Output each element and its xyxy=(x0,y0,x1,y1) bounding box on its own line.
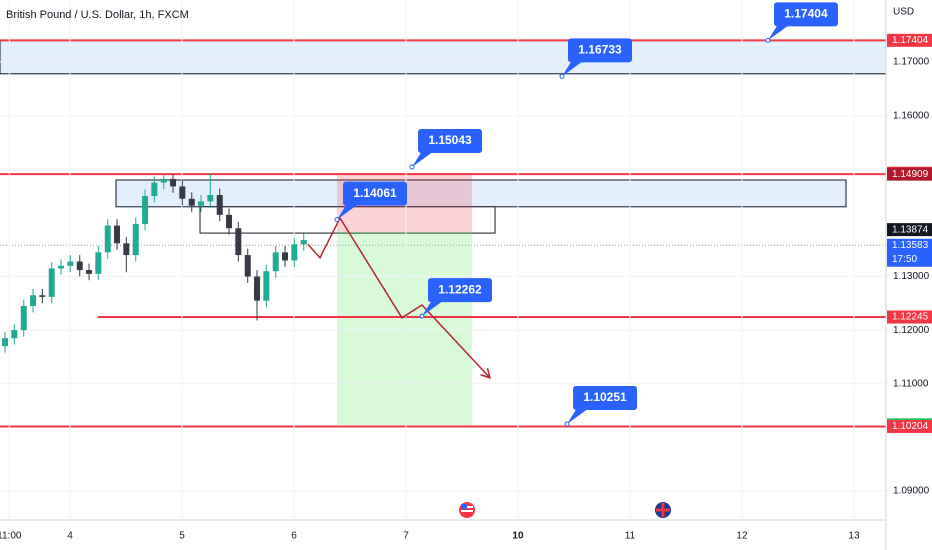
price-tag-label: 1.13583 xyxy=(892,240,929,251)
x-tick-label: 6 xyxy=(291,531,297,542)
y-tick-label: 1.11000 xyxy=(893,378,929,389)
callout-box xyxy=(342,181,407,206)
candle-body xyxy=(20,306,27,331)
callout-box xyxy=(418,128,483,153)
candle-body xyxy=(86,270,93,274)
candle-body xyxy=(104,225,111,253)
x-tick-label: 5 xyxy=(179,531,185,542)
price-tag xyxy=(887,223,932,237)
candle-body xyxy=(235,228,242,256)
price-tag xyxy=(887,310,932,324)
candle-body xyxy=(207,195,214,202)
x-tick-label: 12 xyxy=(736,531,748,542)
x-tick-label: 13 xyxy=(848,531,860,542)
zone xyxy=(115,179,847,208)
candle-body xyxy=(160,178,167,183)
countdown: 17:50 xyxy=(892,254,917,265)
candle-body xyxy=(254,276,261,301)
price-tag xyxy=(887,419,932,433)
callout-label: 1.15043 xyxy=(428,133,472,147)
callout-pointer xyxy=(412,150,435,167)
candle-body xyxy=(2,338,9,347)
x-tick-label: 10 xyxy=(512,531,524,542)
y-tick-label: 1.12000 xyxy=(893,325,930,336)
candle-body xyxy=(48,268,55,297)
y-tick-label: 1.09000 xyxy=(893,486,930,497)
target-zone xyxy=(336,232,472,426)
candle-body xyxy=(39,295,46,297)
candle-body xyxy=(67,261,74,266)
price-tag-label: 1.10204 xyxy=(892,421,929,432)
price-tag-label: 1.13874 xyxy=(892,224,929,235)
callout-anchor xyxy=(419,313,425,319)
candle-body xyxy=(263,271,270,301)
event-icon xyxy=(655,502,671,518)
y-tick-label: 1.17000 xyxy=(893,57,930,68)
annotations: 1.17404 1.16733 1.15043 1.14061 1.12262 1.102… xyxy=(307,2,838,427)
x-tick-label: 11:00 xyxy=(0,531,22,542)
callout-anchor xyxy=(564,421,570,427)
x-tick-label: 4 xyxy=(67,531,73,542)
y-tick-label: 1.13000 xyxy=(893,271,930,282)
callout-label: 1.16733 xyxy=(578,42,622,56)
candle-body xyxy=(123,243,130,256)
callout-box xyxy=(773,2,838,27)
callout-box xyxy=(573,385,638,410)
candle-body xyxy=(282,252,289,261)
candle-body xyxy=(151,182,158,197)
callout-anchor xyxy=(765,37,771,43)
candle-body xyxy=(226,214,233,229)
price-tag xyxy=(887,238,932,267)
candle-body xyxy=(76,261,83,271)
projection-path xyxy=(307,216,491,379)
candle-body xyxy=(188,198,195,206)
callout-pointer xyxy=(567,407,590,424)
candle-body xyxy=(30,295,37,307)
callout-label: 1.12262 xyxy=(438,282,482,296)
arrow-head xyxy=(480,368,492,380)
callout-pointer xyxy=(336,203,359,220)
candle-body xyxy=(132,223,139,256)
candle-body xyxy=(291,244,298,261)
candle-body xyxy=(244,255,251,277)
price-tag-label: 1.12245 xyxy=(892,312,929,323)
callout-label: 1.10251 xyxy=(583,390,627,404)
callout-anchor xyxy=(409,164,415,170)
callout-pointer xyxy=(767,24,790,41)
callout-anchor xyxy=(559,73,565,79)
callout-label: 1.14061 xyxy=(353,186,397,200)
candle-body xyxy=(179,186,186,199)
candles xyxy=(2,173,307,353)
price-tag-label: 1.17404 xyxy=(892,35,929,46)
x-tick-label: 11 xyxy=(625,531,636,542)
price-tag xyxy=(887,33,932,47)
x-tick-label: 7 xyxy=(403,531,409,542)
candle-body xyxy=(95,252,102,274)
callout-label: 1.17404 xyxy=(784,7,828,21)
callout-anchor xyxy=(334,217,340,223)
candle-body xyxy=(216,195,223,215)
candle-body xyxy=(142,196,149,224)
candle-body xyxy=(58,265,65,269)
callout-box xyxy=(428,278,493,303)
callout-pointer xyxy=(422,300,445,317)
callout-box xyxy=(567,38,632,63)
candle-body xyxy=(170,178,177,187)
zone xyxy=(0,40,887,75)
event-icon xyxy=(459,502,475,518)
y-tick-label: 1.16000 xyxy=(893,110,930,121)
candle-body xyxy=(198,201,205,206)
currency: USD xyxy=(893,7,914,18)
price-tag xyxy=(887,167,932,181)
chart-title: British Pound / U.S. Dollar, 1h, FXCM xyxy=(6,9,189,21)
grid xyxy=(0,0,886,520)
candle-body xyxy=(114,225,121,244)
candle-body xyxy=(11,330,18,339)
price-tag-label: 1.14909 xyxy=(892,169,929,180)
candle-body xyxy=(300,240,307,245)
candle-body xyxy=(272,252,279,272)
